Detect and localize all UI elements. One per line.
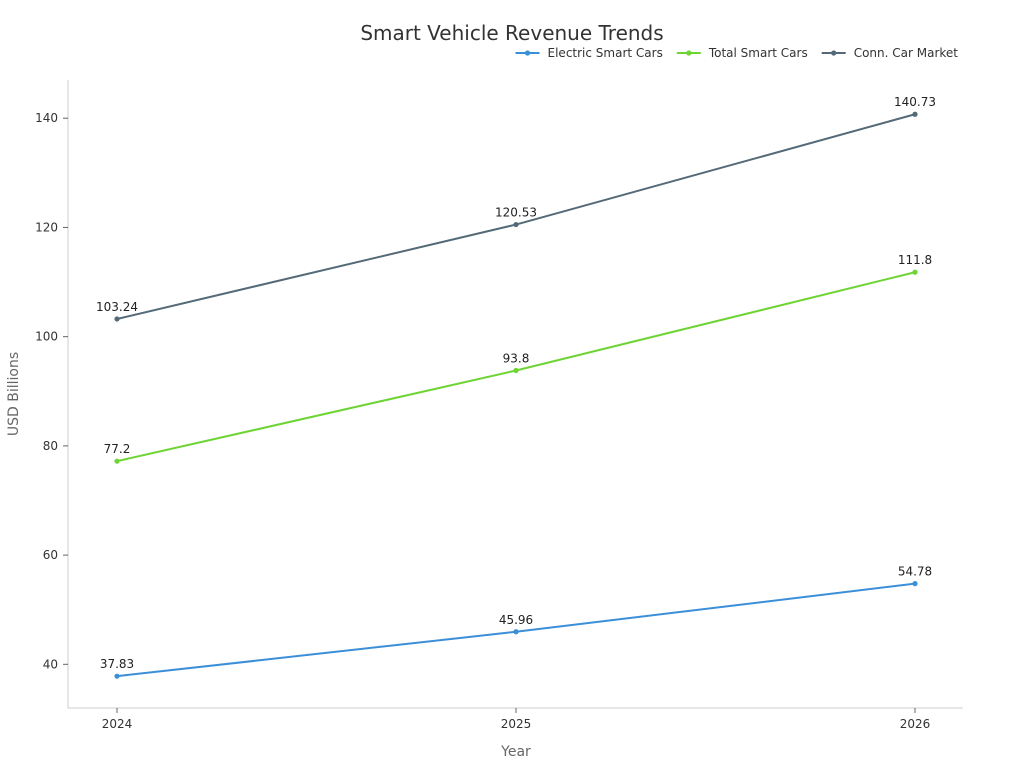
x-axis-title: Year <box>500 744 531 760</box>
data-label: 103.24 <box>96 300 138 314</box>
data-point <box>912 111 918 117</box>
y-axis-ticks: 40 60 80 100 120 140 <box>35 111 68 671</box>
data-label: 54.78 <box>898 565 932 579</box>
series-1: 77.2 93.8 111.8 <box>104 253 932 464</box>
legend-item: Total Smart Cars <box>676 46 808 60</box>
series-0: 37.83 45.96 54.78 <box>100 565 932 679</box>
data-label: 120.53 <box>495 206 537 220</box>
data-label: 93.8 <box>503 352 530 366</box>
data-label: 37.83 <box>100 657 134 671</box>
data-label: 111.8 <box>898 253 932 267</box>
legend-item: Electric Smart Cars <box>515 46 663 60</box>
series-line <box>116 271 916 463</box>
y-tick-label: 140 <box>35 111 58 125</box>
data-point <box>513 629 519 635</box>
legend: Electric Smart Cars Total Smart Cars Conn.… <box>515 46 959 60</box>
chart-title: Smart Vehicle Revenue Trends <box>360 21 663 45</box>
legend-swatch-marker <box>686 50 692 56</box>
legend-swatch-marker <box>524 50 531 56</box>
data-label: 140.73 <box>894 95 936 109</box>
legend-label: Conn. Car Market <box>854 46 959 60</box>
y-tick-label: 80 <box>43 439 58 453</box>
data-label: 45.96 <box>499 613 533 627</box>
legend-label: Total Smart Cars <box>708 46 808 60</box>
legend-swatch-marker <box>831 50 837 56</box>
data-point <box>513 367 519 374</box>
data-point <box>513 221 519 228</box>
x-tick-label: 2025 <box>501 717 532 731</box>
x-tick-label: 2024 <box>102 717 133 731</box>
data-point <box>912 581 918 587</box>
series-2: 103.24 120.53 140.73 <box>96 95 936 322</box>
y-tick-label: 40 <box>43 657 58 671</box>
y-tick-label: 100 <box>35 330 58 344</box>
y-axis-title: USD Billions <box>6 352 22 436</box>
x-tick-label: 2026 <box>900 717 931 731</box>
y-tick-label: 60 <box>43 548 58 562</box>
data-point <box>114 458 120 464</box>
legend-label: Electric Smart Cars <box>548 46 663 60</box>
y-tick-label: 120 <box>35 220 58 234</box>
data-point <box>114 673 120 679</box>
x-axis-ticks: 2024 2025 2026 <box>102 708 931 731</box>
series-layer: 37.83 45.96 54.78 77.2 93.8 111.8 103.24 120.53… <box>96 95 936 679</box>
data-point <box>114 316 120 322</box>
data-point <box>912 269 918 275</box>
legend-item: Conn. Car Market <box>821 46 959 60</box>
data-label: 77.2 <box>104 442 131 456</box>
